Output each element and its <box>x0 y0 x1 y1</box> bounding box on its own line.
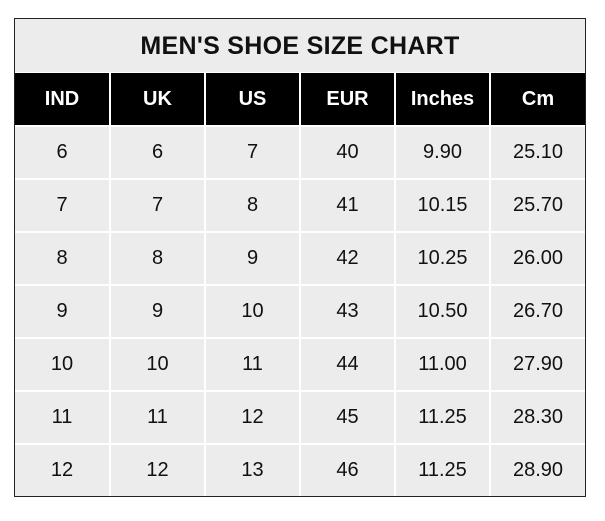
cell-eur: 45 <box>299 390 396 445</box>
table-row: 7 7 8 41 10.15 25.70 <box>15 178 585 233</box>
cell-eur: 46 <box>299 443 396 496</box>
cell-ind: 6 <box>15 125 111 180</box>
cell-inches: 11.25 <box>394 443 491 496</box>
cell-uk: 11 <box>109 390 206 445</box>
table-row: 11 11 12 45 11.25 28.30 <box>15 390 585 445</box>
chart-title: MEN'S SHOE SIZE CHART <box>15 19 585 73</box>
cell-uk: 6 <box>109 125 206 180</box>
cell-cm: 25.70 <box>489 178 585 233</box>
column-header-eur: EUR <box>299 73 396 126</box>
cell-eur: 42 <box>299 231 396 286</box>
cell-ind: 7 <box>15 178 111 233</box>
table-row: 9 9 10 43 10.50 26.70 <box>15 284 585 339</box>
column-header-inches: Inches <box>394 73 491 126</box>
cell-uk: 10 <box>109 337 206 392</box>
cell-inches: 11.25 <box>394 390 491 445</box>
cell-ind: 9 <box>15 284 111 339</box>
cell-ind: 12 <box>15 443 111 496</box>
cell-us: 11 <box>204 337 301 392</box>
table-row: 8 8 9 42 10.25 26.00 <box>15 231 585 286</box>
table-row: 12 12 13 46 11.25 28.90 <box>15 443 585 496</box>
table-row: 6 6 7 40 9.90 25.10 <box>15 125 585 180</box>
cell-inches: 10.25 <box>394 231 491 286</box>
table-row: 10 10 11 44 11.00 27.90 <box>15 337 585 392</box>
column-header-ind: IND <box>15 73 111 126</box>
cell-ind: 11 <box>15 390 111 445</box>
column-header-uk: UK <box>109 73 206 126</box>
cell-eur: 40 <box>299 125 396 180</box>
cell-eur: 43 <box>299 284 396 339</box>
cell-ind: 10 <box>15 337 111 392</box>
cell-uk: 7 <box>109 178 206 233</box>
header-row: IND UK US EUR Inches Cm <box>15 73 585 126</box>
cell-uk: 12 <box>109 443 206 496</box>
cell-ind: 8 <box>15 231 111 286</box>
cell-cm: 27.90 <box>489 337 585 392</box>
cell-eur: 41 <box>299 178 396 233</box>
cell-us: 10 <box>204 284 301 339</box>
column-header-us: US <box>204 73 301 126</box>
cell-inches: 10.15 <box>394 178 491 233</box>
cell-cm: 26.00 <box>489 231 585 286</box>
cell-inches: 9.90 <box>394 125 491 180</box>
cell-cm: 26.70 <box>489 284 585 339</box>
size-table: IND UK US EUR Inches Cm 6 6 7 40 9.90 25.10 7 7 8 41 10… <box>15 73 585 496</box>
cell-us: 13 <box>204 443 301 496</box>
cell-us: 8 <box>204 178 301 233</box>
cell-uk: 9 <box>109 284 206 339</box>
cell-inches: 11.00 <box>394 337 491 392</box>
cell-cm: 28.30 <box>489 390 585 445</box>
cell-uk: 8 <box>109 231 206 286</box>
cell-us: 7 <box>204 125 301 180</box>
cell-us: 9 <box>204 231 301 286</box>
cell-eur: 44 <box>299 337 396 392</box>
size-chart: MEN'S SHOE SIZE CHART IND UK US EUR Inches Cm… <box>14 18 586 497</box>
column-header-cm: Cm <box>489 73 585 126</box>
cell-inches: 10.50 <box>394 284 491 339</box>
cell-cm: 25.10 <box>489 125 585 180</box>
cell-us: 12 <box>204 390 301 445</box>
cell-cm: 28.90 <box>489 443 585 496</box>
